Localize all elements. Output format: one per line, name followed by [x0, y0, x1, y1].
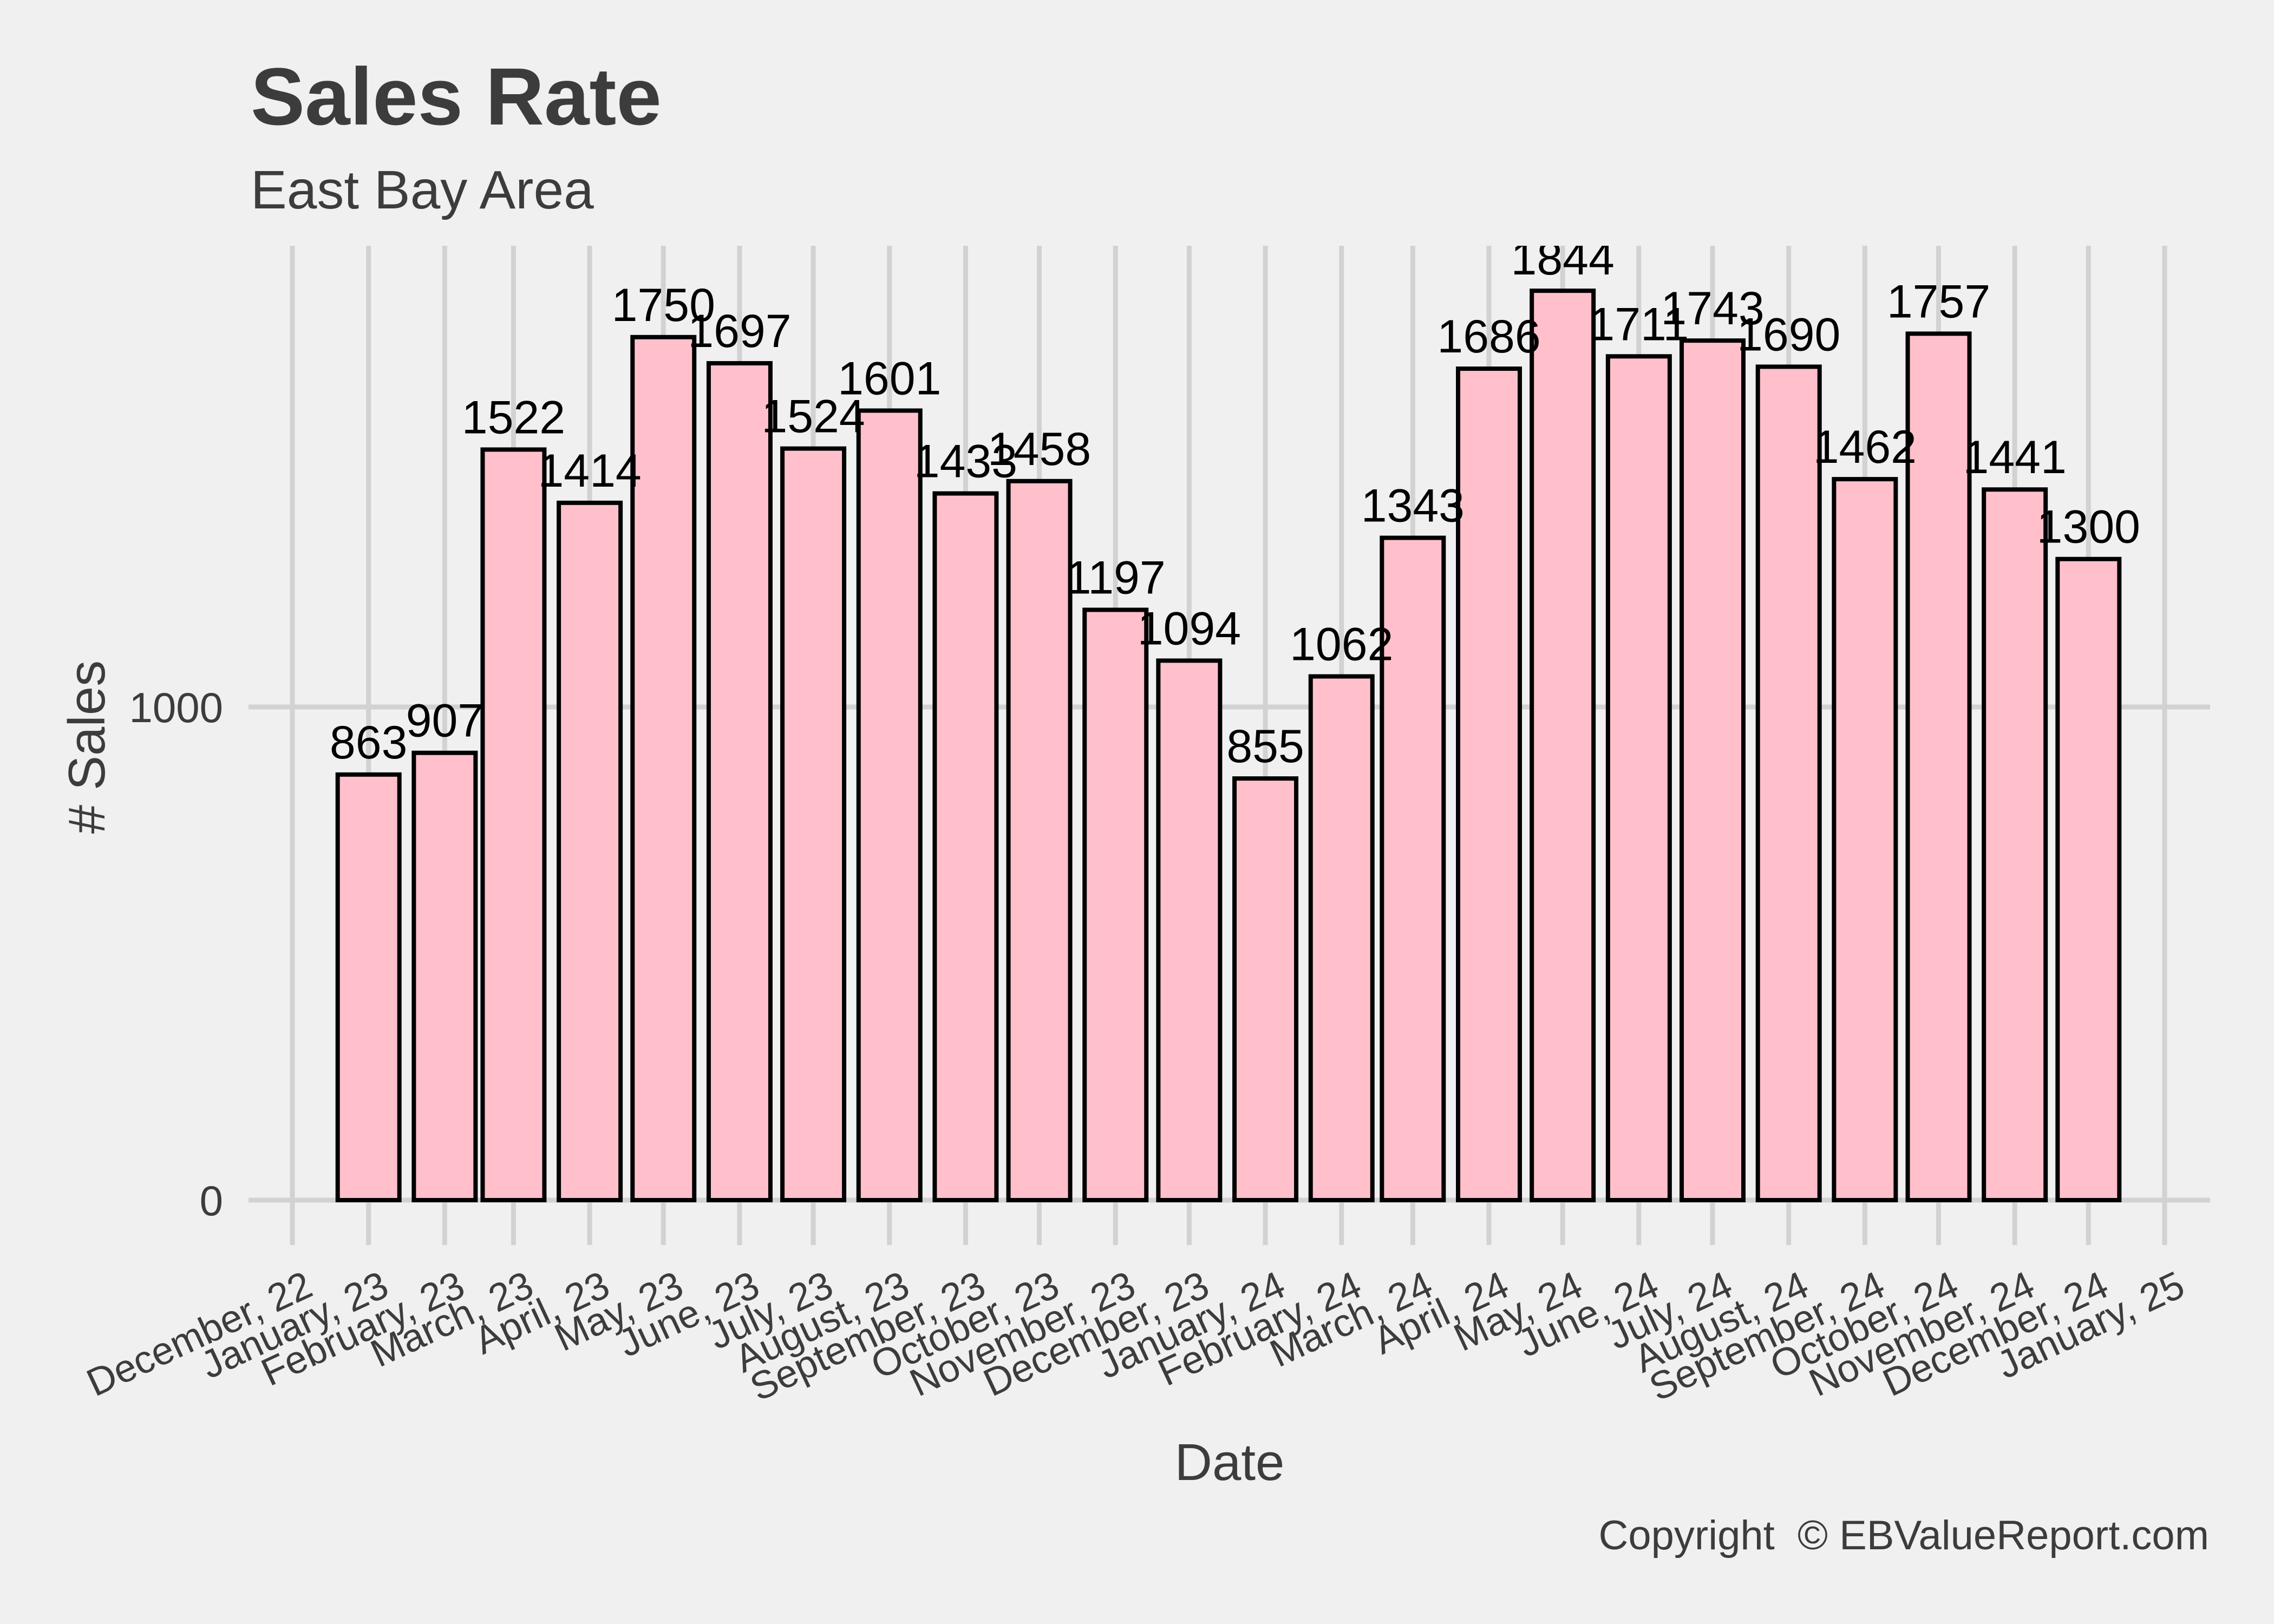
bar — [1755, 364, 1822, 1202]
bar — [1832, 477, 1898, 1202]
bar — [2055, 556, 2122, 1202]
bar — [1380, 535, 1446, 1202]
bar — [1308, 674, 1375, 1202]
bar — [1605, 354, 1672, 1202]
chart-subtitle: East Bay Area — [251, 160, 594, 220]
bar-value-label: 1686 — [1437, 311, 1540, 363]
chart-title: Sales Rate — [251, 51, 662, 142]
bar — [557, 500, 623, 1203]
bar — [335, 772, 402, 1202]
bar — [706, 361, 773, 1203]
y-axis-title: # Sales — [58, 660, 116, 834]
y-axis-ticks: 0 1000 — [129, 684, 223, 1224]
bar — [630, 335, 697, 1202]
bar-value-label: 1522 — [462, 391, 565, 443]
bar-value-label: 1750 — [612, 279, 715, 331]
bar — [1156, 658, 1223, 1202]
bar-value-label: 1458 — [988, 423, 1091, 475]
bar-value-label: 1524 — [761, 391, 865, 443]
y-tick-label: 0 — [200, 1177, 223, 1224]
bar-value-label: 1697 — [688, 305, 791, 357]
bars — [335, 289, 2122, 1203]
bar-value-label: 1300 — [2037, 501, 2140, 553]
bar — [1905, 331, 1972, 1202]
bar-value-label: 907 — [406, 695, 484, 747]
bar — [1456, 366, 1522, 1203]
x-axis-title: Date — [1175, 1433, 1285, 1491]
bar — [480, 447, 547, 1202]
bar — [932, 491, 999, 1202]
bar-value-label: 1094 — [1138, 603, 1241, 654]
bar — [1232, 776, 1299, 1202]
copyright-caption: Copyright © EBValueReport.com — [1598, 1512, 2209, 1558]
bar-value-label: 1062 — [1290, 619, 1393, 671]
y-tick-label: 1000 — [129, 684, 223, 731]
bar-value-label: 1690 — [1737, 309, 1840, 361]
bar — [1530, 289, 1596, 1203]
bar — [1082, 607, 1149, 1202]
bar-value-label: 1711 — [1589, 298, 1689, 350]
bar-value-label: 1343 — [1361, 480, 1465, 532]
bar — [780, 446, 847, 1202]
bar-value-label: 1757 — [1887, 276, 1990, 328]
bar-value-label: 1844 — [1511, 233, 1615, 285]
bar-value-label: 1414 — [538, 445, 641, 497]
bar-value-label: 1433 — [914, 436, 1017, 488]
bar-value-label: 1197 — [1066, 552, 1166, 604]
bar — [1679, 338, 1746, 1203]
bar-value-label: 855 — [1226, 721, 1304, 772]
bar-value-label: 1462 — [1813, 421, 1917, 473]
bar-value-label: 1601 — [838, 352, 941, 404]
bar-value-label: 863 — [330, 717, 408, 769]
bar — [856, 408, 923, 1202]
bar-value-label: 1743 — [1661, 283, 1764, 335]
bar — [1982, 487, 2048, 1202]
bar — [411, 750, 478, 1202]
bar-value-label: 1441 — [1963, 431, 2067, 483]
bar — [1006, 479, 1073, 1203]
